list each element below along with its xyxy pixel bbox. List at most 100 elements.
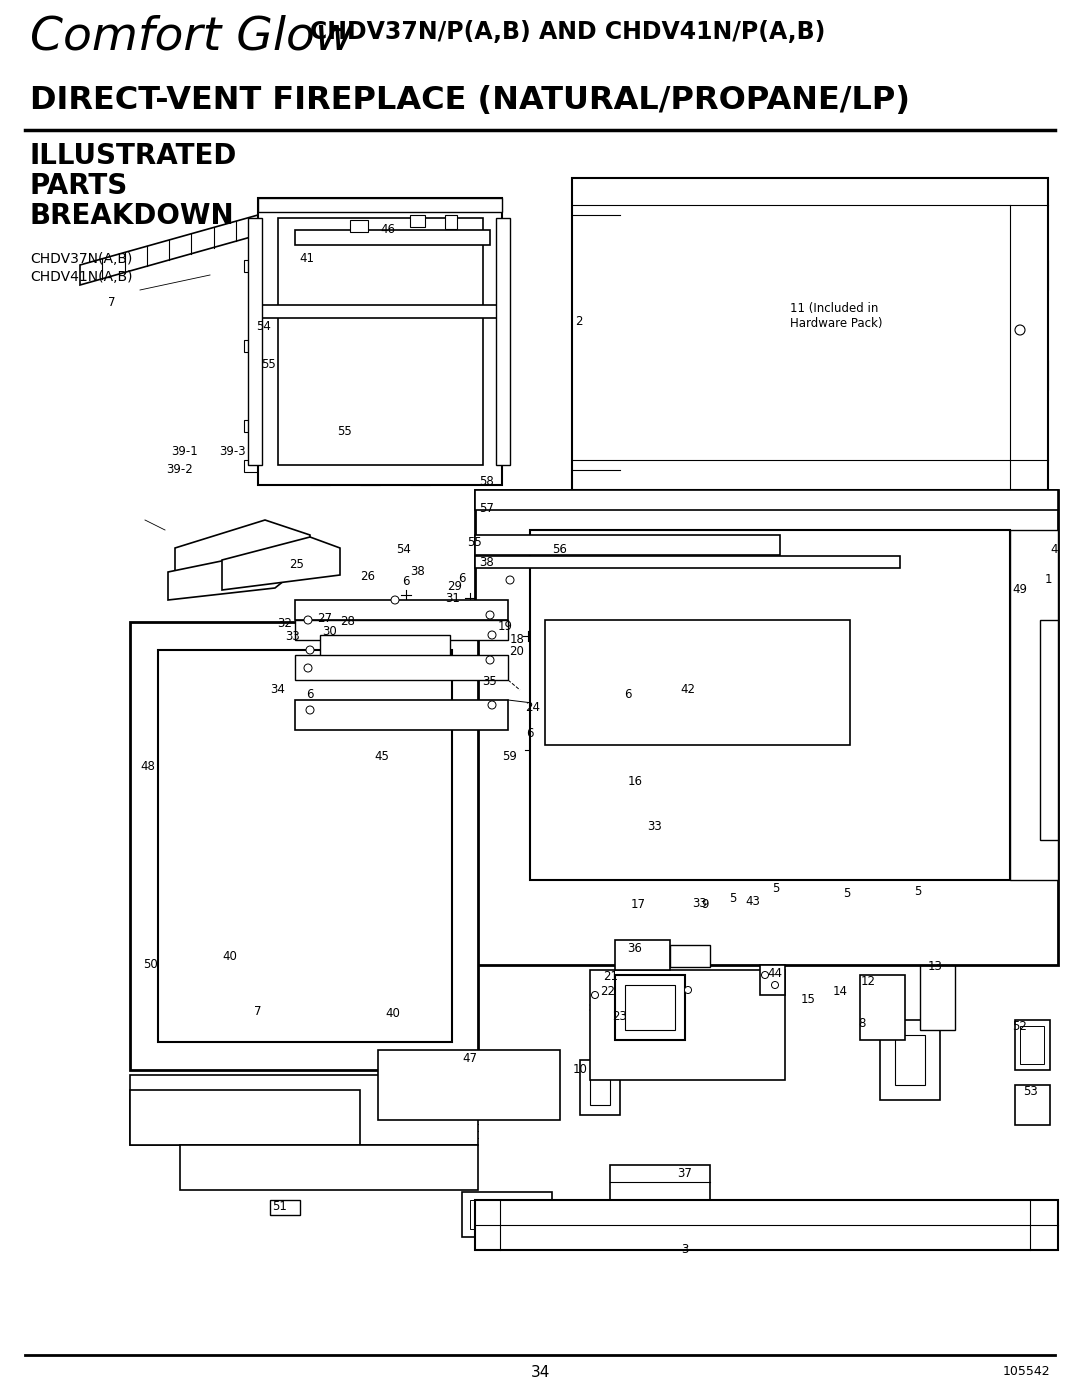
Bar xyxy=(1020,1025,1044,1065)
Text: 15: 15 xyxy=(800,993,815,1006)
Text: 40: 40 xyxy=(386,1007,401,1020)
Circle shape xyxy=(391,597,399,604)
Text: 58: 58 xyxy=(480,475,495,488)
Polygon shape xyxy=(378,1051,561,1120)
Polygon shape xyxy=(496,218,510,465)
Bar xyxy=(483,430,498,441)
Bar xyxy=(610,1165,710,1200)
Bar xyxy=(1015,1085,1050,1125)
Polygon shape xyxy=(258,305,502,319)
Text: 54: 54 xyxy=(257,320,271,332)
Circle shape xyxy=(486,610,494,619)
Bar xyxy=(147,970,158,981)
Text: 36: 36 xyxy=(627,942,643,956)
Text: 48: 48 xyxy=(140,760,156,773)
Polygon shape xyxy=(175,520,310,576)
Circle shape xyxy=(685,986,691,993)
Text: 38: 38 xyxy=(410,564,426,578)
Text: 42: 42 xyxy=(680,683,696,696)
Text: ILLUSTRATED: ILLUSTRATED xyxy=(30,142,238,170)
Text: 32: 32 xyxy=(278,617,293,630)
Circle shape xyxy=(488,631,496,638)
Bar xyxy=(483,455,498,467)
Bar xyxy=(1010,360,1048,390)
Bar xyxy=(483,380,498,393)
Text: 39-1: 39-1 xyxy=(172,446,199,458)
Text: 59: 59 xyxy=(502,750,517,763)
Text: 34: 34 xyxy=(271,683,285,696)
Text: 53: 53 xyxy=(1023,1085,1038,1098)
Bar xyxy=(147,659,158,671)
Text: 7: 7 xyxy=(108,296,116,309)
Text: 11 (Included in
Hardware Pack): 11 (Included in Hardware Pack) xyxy=(789,302,882,330)
Text: 25: 25 xyxy=(289,557,305,571)
Bar xyxy=(410,1037,428,1044)
Text: 50: 50 xyxy=(143,958,158,971)
Text: 17: 17 xyxy=(631,898,646,911)
Text: 24: 24 xyxy=(526,701,540,714)
Bar xyxy=(1010,731,1030,742)
Text: 57: 57 xyxy=(480,502,495,515)
Bar xyxy=(410,198,430,211)
Bar xyxy=(530,556,548,566)
Text: PARTS: PARTS xyxy=(30,172,129,200)
Bar xyxy=(950,492,975,507)
Polygon shape xyxy=(80,215,258,285)
Bar xyxy=(462,1192,552,1236)
Polygon shape xyxy=(295,620,508,640)
Bar xyxy=(760,556,778,566)
Circle shape xyxy=(303,616,312,624)
Text: 6: 6 xyxy=(624,687,632,701)
Bar xyxy=(453,890,464,900)
Polygon shape xyxy=(130,622,478,1070)
Text: 5: 5 xyxy=(843,887,850,900)
Bar xyxy=(1010,560,1030,571)
Bar xyxy=(270,1200,300,1215)
Bar xyxy=(1010,620,1030,631)
Text: 29: 29 xyxy=(447,580,462,592)
Text: 10: 10 xyxy=(572,1063,588,1076)
Bar xyxy=(340,651,357,659)
Bar xyxy=(860,975,905,1039)
Bar xyxy=(244,260,258,272)
Bar xyxy=(680,556,698,566)
Text: 5: 5 xyxy=(914,886,921,898)
Text: 2: 2 xyxy=(575,314,582,328)
Text: DIRECT-VENT FIREPLACE (NATURAL/PROPANE/LP): DIRECT-VENT FIREPLACE (NATURAL/PROPANE/L… xyxy=(30,85,910,116)
Bar xyxy=(350,219,368,232)
Bar xyxy=(200,1037,218,1044)
Bar xyxy=(510,700,528,710)
Bar xyxy=(510,545,528,555)
Text: 43: 43 xyxy=(745,895,760,908)
Text: 18: 18 xyxy=(510,633,525,645)
Text: 44: 44 xyxy=(768,967,783,981)
Text: 30: 30 xyxy=(323,624,337,638)
Text: 21: 21 xyxy=(604,970,619,983)
Polygon shape xyxy=(1010,529,1058,880)
Bar xyxy=(615,940,670,970)
Bar xyxy=(410,475,430,485)
Polygon shape xyxy=(158,650,453,1042)
Polygon shape xyxy=(222,536,340,590)
Text: 5: 5 xyxy=(772,882,780,895)
Bar xyxy=(840,556,858,566)
Bar xyxy=(270,1037,288,1044)
Text: 55: 55 xyxy=(338,425,352,439)
Bar xyxy=(550,535,568,555)
Bar xyxy=(147,1020,158,1030)
Text: 49: 49 xyxy=(1013,583,1027,597)
Text: 41: 41 xyxy=(299,251,314,265)
Polygon shape xyxy=(320,636,450,659)
Text: 55: 55 xyxy=(260,358,275,372)
Bar xyxy=(510,840,528,849)
Bar xyxy=(244,339,258,352)
Bar xyxy=(310,198,330,211)
Bar xyxy=(500,535,519,555)
Polygon shape xyxy=(180,1146,478,1190)
Bar xyxy=(880,1020,940,1099)
Bar xyxy=(625,985,675,1030)
Bar xyxy=(483,320,498,332)
Bar xyxy=(453,1020,464,1030)
Text: CHDV37N(A,B): CHDV37N(A,B) xyxy=(30,251,133,265)
Text: 28: 28 xyxy=(340,615,355,629)
